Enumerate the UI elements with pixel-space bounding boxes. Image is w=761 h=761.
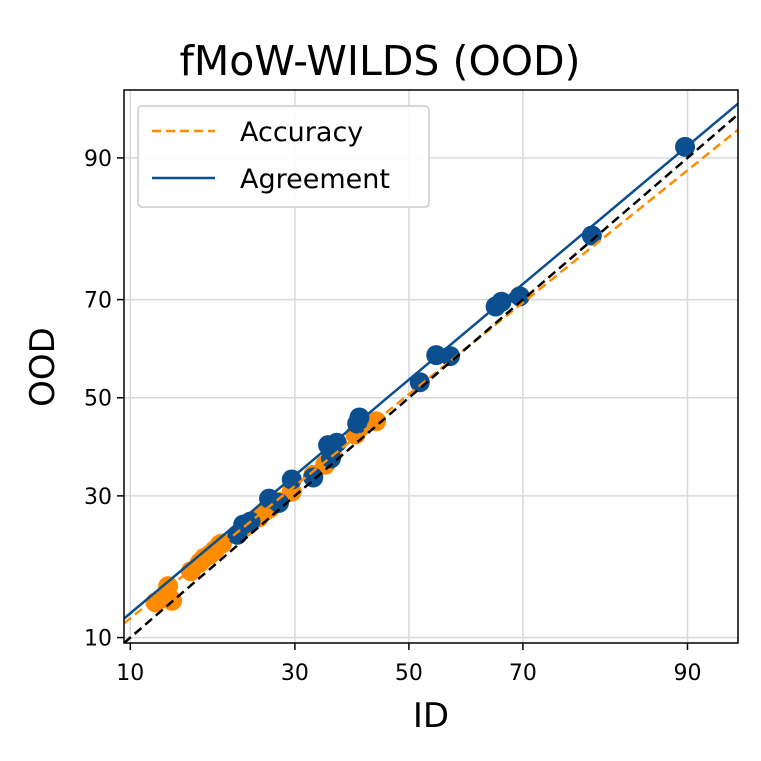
agreement-point [440,346,461,367]
legend-agreement-label: Agreement [240,164,390,195]
legend-accuracy-label: Accuracy [240,117,363,148]
y-axis-label: OOD [23,327,63,407]
agreement-point [349,407,370,428]
agreement-point [409,372,430,393]
x-tick-label: 10 [116,661,144,686]
y-tick-label: 30 [84,485,112,510]
x-tick-label: 70 [509,661,537,686]
agreement-point [268,492,289,513]
plot-area [124,102,738,643]
x-tick-label: 90 [673,661,701,686]
plot-frame [123,89,739,644]
axis-ticks: 10 30 50 70 90 10 30 50 70 90 [84,147,701,686]
y-tick-label: 90 [84,147,112,172]
x-axis-label: ID [413,696,449,736]
accuracy-fit-line [124,128,738,625]
agreement-fit-line [124,102,738,620]
legend: Accuracy Agreement [137,105,430,208]
x-tick-label: 50 [395,661,423,686]
chart-title: fMoW-WILDS (OOD) [179,37,580,85]
diagonal-line [124,113,738,643]
y-tick-label: 50 [84,387,112,412]
x-tick-label: 30 [281,661,309,686]
agreement-point [303,467,324,488]
agreement-point [326,432,347,453]
y-tick-label: 70 [84,289,112,314]
y-tick-label: 10 [84,627,112,652]
